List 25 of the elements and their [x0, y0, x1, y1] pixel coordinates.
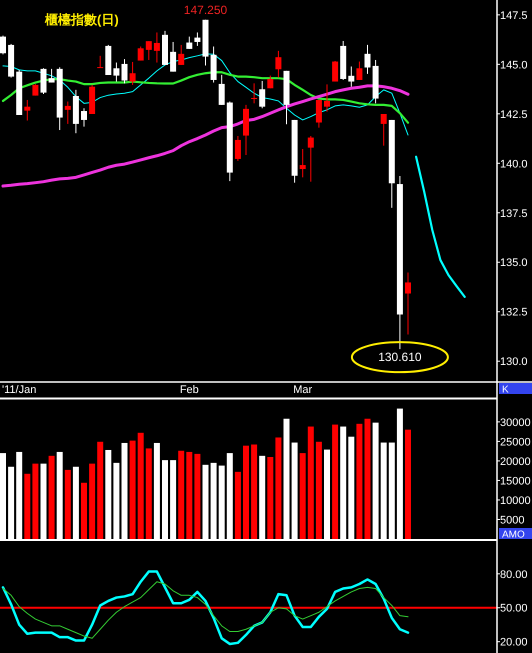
- annotation: 147.250: [184, 2, 228, 17]
- y-tick-label: 50.00: [500, 602, 528, 615]
- annotation: 130.610: [378, 350, 422, 364]
- x-tick-label: '11/Jan: [2, 384, 36, 396]
- y-tick-label: 140.0: [500, 158, 528, 170]
- x-tick-label: Mar: [293, 384, 313, 396]
- y-tick-label: 20000: [500, 456, 531, 468]
- y-tick-label: 30000: [500, 416, 531, 429]
- text: K: [502, 384, 509, 396]
- y-tick-label: 132.5: [500, 306, 528, 319]
- y-tick-label: 15000: [500, 475, 531, 488]
- y-tick-label: 10000: [500, 494, 531, 507]
- y-tick-label: 135.0: [500, 257, 528, 270]
- y-tick-label: 5000: [500, 514, 524, 526]
- y-tick-label: 137.5: [500, 208, 528, 220]
- y-tick-label: 80.00: [500, 568, 528, 581]
- y-tick-label: 147.5: [500, 10, 528, 22]
- text: AMO: [502, 530, 525, 540]
- y-tick-label: 20.00: [500, 636, 528, 649]
- text: 櫃檯指數(日): [44, 12, 119, 27]
- y-tick-label: 130.0: [500, 356, 528, 368]
- y-tick-label: 145.0: [500, 59, 528, 72]
- y-tick-label: 142.5: [500, 108, 528, 121]
- y-tick-label: 25000: [500, 436, 531, 448]
- x-tick-label: Feb: [180, 384, 199, 396]
